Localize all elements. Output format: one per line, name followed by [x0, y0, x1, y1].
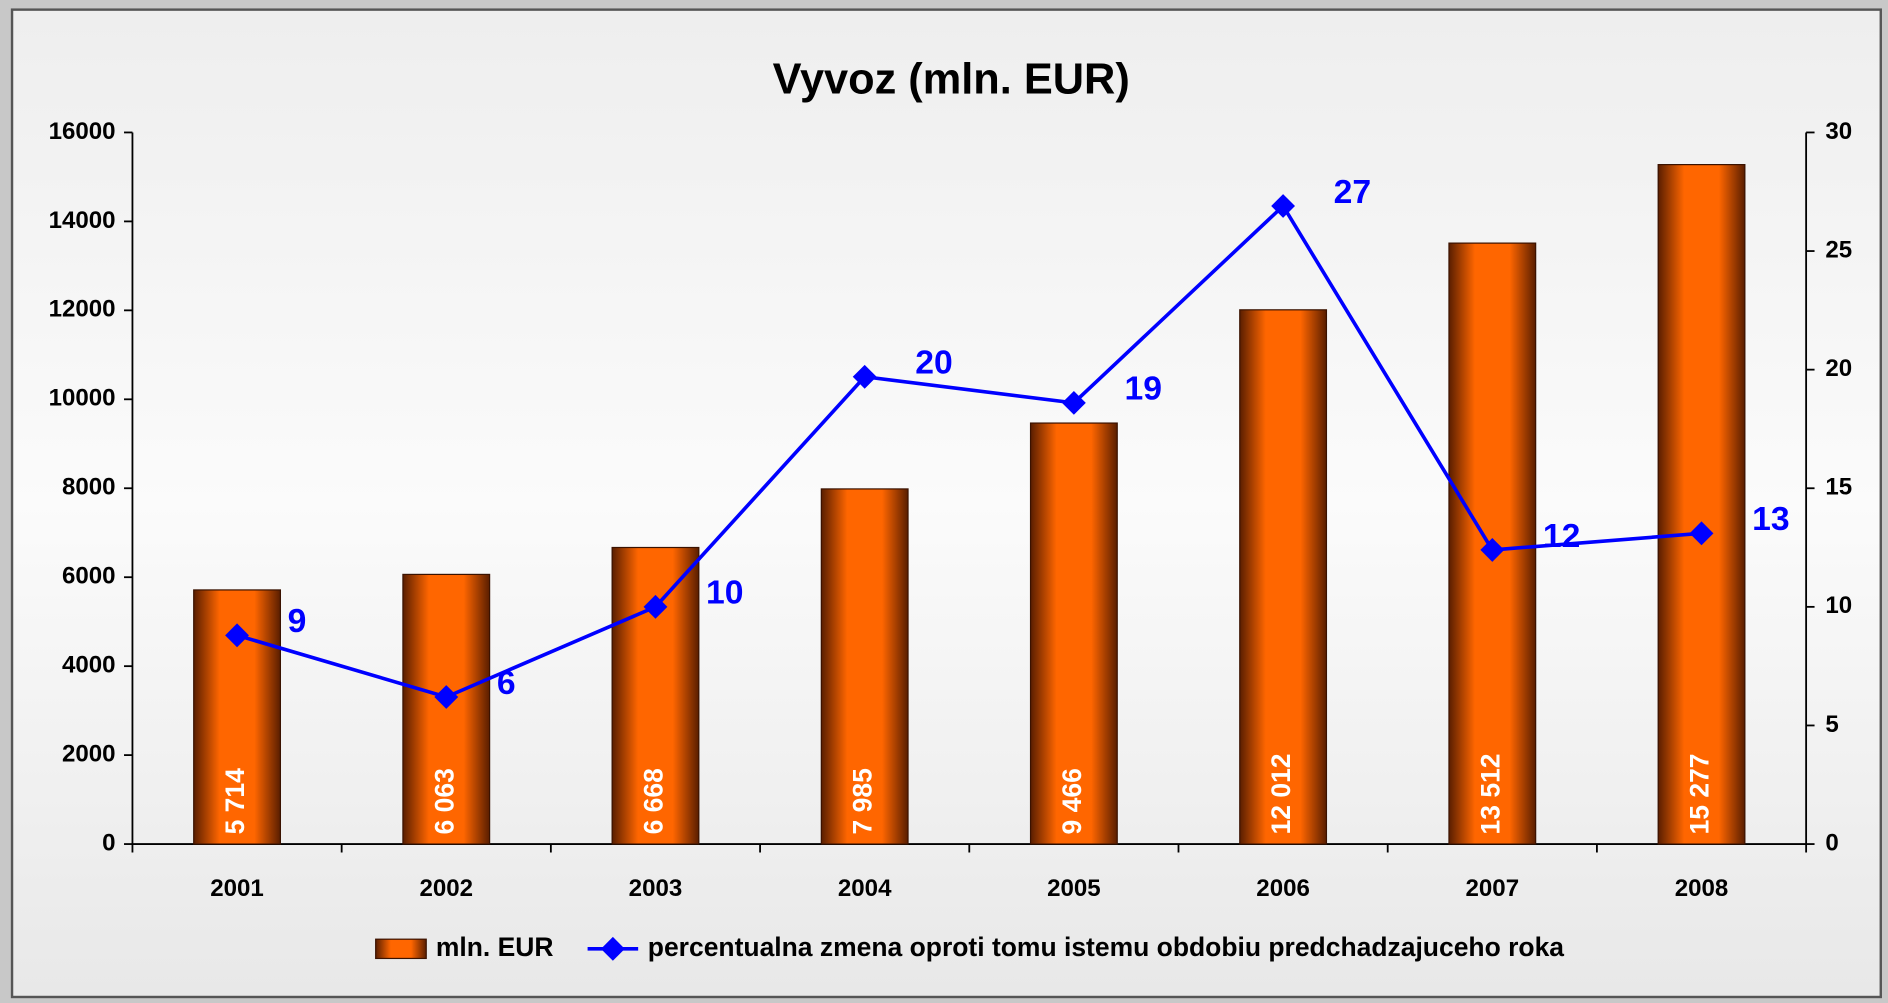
legend-marker [600, 936, 625, 961]
line-value-label: 13 [1752, 500, 1790, 538]
y-tick-label: 8000 [62, 474, 116, 501]
y2-tick-label: 20 [1825, 355, 1852, 382]
bar-value-label: 5 714 [220, 768, 250, 835]
bar-value-label: 6 063 [429, 768, 459, 834]
bar-value-label: 7 985 [848, 768, 878, 834]
line-marker [643, 594, 668, 619]
chart-panel [10, 8, 1882, 999]
x-tick-label: 2004 [838, 875, 892, 902]
bar-value-label: 13 512 [1475, 753, 1505, 834]
line-marker [434, 685, 459, 709]
legend-label: mln. EUR [436, 932, 554, 962]
bar [820, 488, 909, 845]
bar-value-label: 6 668 [638, 768, 668, 834]
bar [1239, 309, 1328, 845]
y2-tick-label: 10 [1825, 592, 1852, 619]
x-tick-label: 2005 [1047, 875, 1101, 902]
y-tick-label: 4000 [62, 652, 116, 679]
bar [1657, 164, 1746, 845]
y2-tick-label: 0 [1825, 829, 1838, 856]
bar [1029, 422, 1118, 845]
y2-tick-label: 15 [1825, 474, 1852, 501]
x-tick-label: 2006 [1256, 875, 1310, 902]
y-tick-label: 10000 [49, 385, 116, 412]
legend-label: percentualna zmena oproti tomu istemu ob… [648, 932, 1565, 962]
y2-tick-label: 25 [1825, 236, 1852, 263]
line-value-label: 19 [1124, 370, 1162, 408]
line-value-label: 20 [915, 344, 952, 382]
y2-tick-label: 5 [1825, 711, 1838, 738]
line [236, 203, 1702, 699]
bar-value-label: 9 466 [1057, 768, 1087, 834]
line-marker [852, 364, 877, 389]
y-tick-label: 0 [102, 829, 115, 856]
x-tick-label: 2008 [1675, 875, 1729, 902]
line-marker [1480, 538, 1505, 562]
x-tick-label: 2001 [210, 875, 264, 902]
chart-title: Vyvoz (mln. EUR) [773, 55, 1130, 103]
y-tick-label: 6000 [62, 563, 116, 590]
bar [402, 573, 491, 845]
x-tick-label: 2003 [629, 875, 683, 902]
x-tick-label: 2007 [1466, 875, 1520, 902]
y-tick-label: 16000 [49, 118, 116, 145]
line-value-label: 6 [497, 664, 516, 702]
line-value-label: 10 [706, 574, 743, 612]
y-tick-label: 12000 [49, 296, 116, 323]
legend-swatch [375, 938, 427, 960]
line-value-label: 12 [1543, 517, 1581, 555]
y2-tick-label: 30 [1825, 118, 1852, 145]
bar-value-label: 12 012 [1266, 753, 1296, 834]
y-tick-label: 14000 [49, 207, 116, 234]
y-tick-label: 2000 [62, 740, 116, 767]
line-value-label: 9 [288, 602, 307, 640]
bar-value-label: 15 277 [1685, 753, 1715, 834]
x-tick-label: 2002 [419, 875, 473, 902]
line-value-label: 27 [1334, 173, 1372, 211]
